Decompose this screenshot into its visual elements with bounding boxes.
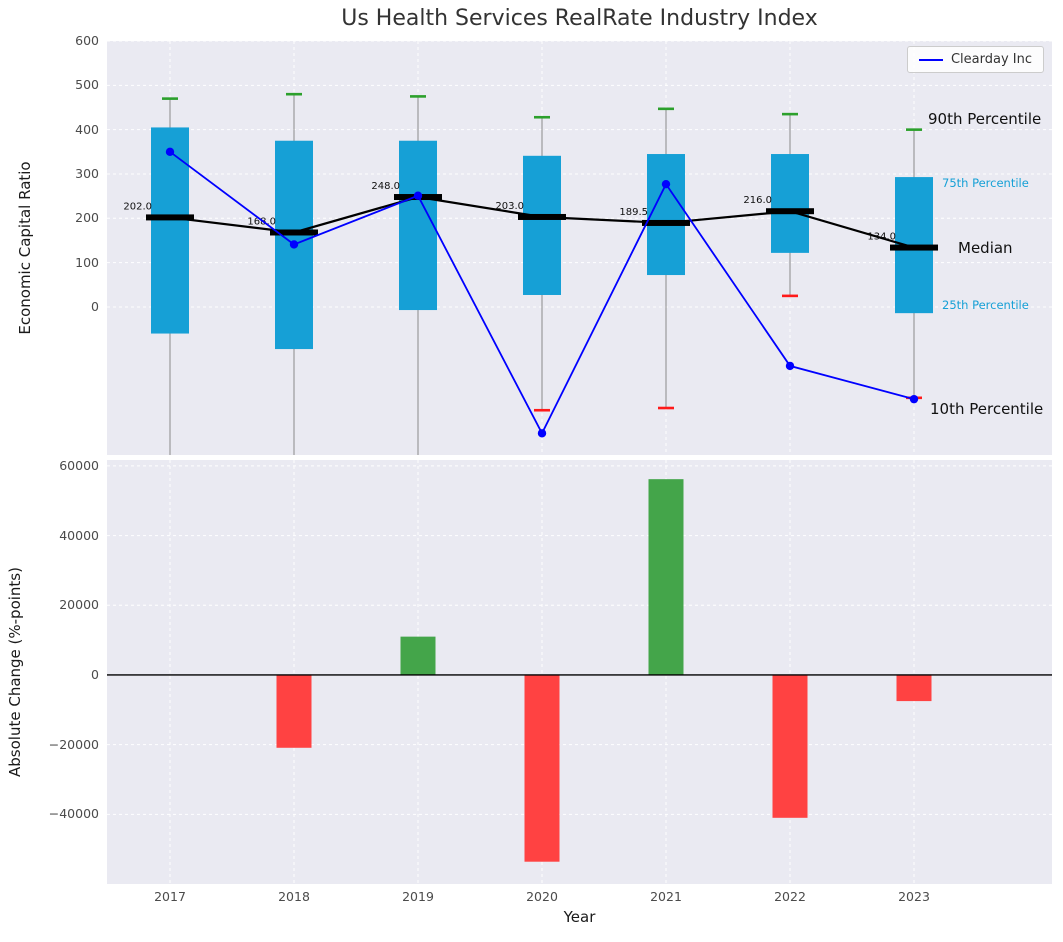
bottom-y-tick-label: 40000 xyxy=(59,527,99,543)
x-axis-label: Year xyxy=(563,908,596,926)
x-tick-label-2018: 2018 xyxy=(278,889,310,904)
median-value-label-2022: 216.0 xyxy=(743,195,772,206)
bottom-y-tick-label: 60000 xyxy=(59,457,99,473)
top-panel-canvas: 202.0 168.0 248.0 203.0 189.5 216.0 134.0 xyxy=(107,41,1052,455)
x-tick-label-2020: 2020 xyxy=(526,889,558,904)
annotation-median: Median xyxy=(958,239,1013,257)
bottom-panel-canvas xyxy=(107,460,1052,884)
bottom-y-tick-label: 20000 xyxy=(59,597,99,613)
median-value-label-2021: 189.5 xyxy=(619,207,648,218)
company-point-2017 xyxy=(165,147,175,157)
change-bar-2021 xyxy=(648,479,684,675)
median-value-label-2018: 168.0 xyxy=(247,216,276,227)
company-point-2020 xyxy=(537,429,547,438)
company-point-2019 xyxy=(413,191,423,200)
company-point-2023 xyxy=(909,394,919,404)
top-y-axis-label: Economic Capital Ratio xyxy=(16,161,34,335)
bottom-panel xyxy=(107,460,1052,884)
annotation-25th-percentile: 25th Percentile xyxy=(942,298,1029,312)
median-value-label-2017: 202.0 xyxy=(123,201,152,212)
x-tick-label-2022: 2022 xyxy=(774,889,806,904)
x-tick-label-2023: 2023 xyxy=(898,889,930,904)
median-segment-2017 xyxy=(146,214,194,221)
change-bar-2023 xyxy=(896,674,932,702)
median-segment-2020 xyxy=(518,213,566,220)
legend: Clearday Inc xyxy=(906,46,1044,73)
change-bar-2019 xyxy=(400,636,436,675)
median-value-label-2020: 203.0 xyxy=(495,201,524,212)
iqr-box-2017 xyxy=(151,127,189,334)
bottom-y-tick-label: −40000 xyxy=(48,806,99,822)
company-point-2018 xyxy=(289,240,299,249)
x-tick-label-2017: 2017 xyxy=(154,889,186,904)
median-value-label-2023: 134.0 xyxy=(867,232,896,243)
legend-label: Clearday Inc xyxy=(950,52,1032,67)
company-point-2022 xyxy=(785,361,795,371)
top-y-tick-label: 300 xyxy=(75,165,99,181)
top-y-tick-label: 500 xyxy=(75,77,99,93)
change-bar-2022 xyxy=(772,674,808,818)
x-tick-label-2019: 2019 xyxy=(402,889,434,904)
annotation-10th-percentile: 10th Percentile xyxy=(930,400,1044,418)
top-y-tick-label: 200 xyxy=(75,210,99,226)
iqr-box-2022 xyxy=(771,154,809,253)
iqr-box-2021 xyxy=(647,154,685,276)
legend-line-swatch xyxy=(918,58,943,61)
top-y-tick-label: 400 xyxy=(75,121,99,137)
top-panel: 202.0 168.0 248.0 203.0 189.5 216.0 134.0 xyxy=(107,41,1052,455)
median-value-label-2019: 248.0 xyxy=(371,181,400,192)
top-y-tick-label: 600 xyxy=(75,33,99,48)
top-y-tick-label: 0 xyxy=(91,298,99,314)
chart-title: Us Health Services RealRate Industry Ind… xyxy=(341,6,818,31)
median-segment-2021 xyxy=(642,219,690,226)
bottom-y-tick-label: −20000 xyxy=(48,736,99,752)
median-segment-2018 xyxy=(270,229,318,236)
iqr-box-2020 xyxy=(523,155,561,295)
x-tick-label-2021: 2021 xyxy=(650,889,682,904)
change-bar-2020 xyxy=(524,674,560,862)
iqr-box-2019 xyxy=(399,140,437,311)
bottom-y-tick-label: 0 xyxy=(91,666,99,682)
change-bar-2018 xyxy=(276,674,312,748)
annotation-75th-percentile: 75th Percentile xyxy=(942,176,1029,190)
top-y-tick-label: 100 xyxy=(75,254,99,270)
annotation-90th-percentile: 90th Percentile xyxy=(928,110,1042,128)
company-point-2021 xyxy=(661,179,671,189)
median-segment-2022 xyxy=(766,208,814,215)
median-segment-2023 xyxy=(890,244,938,251)
